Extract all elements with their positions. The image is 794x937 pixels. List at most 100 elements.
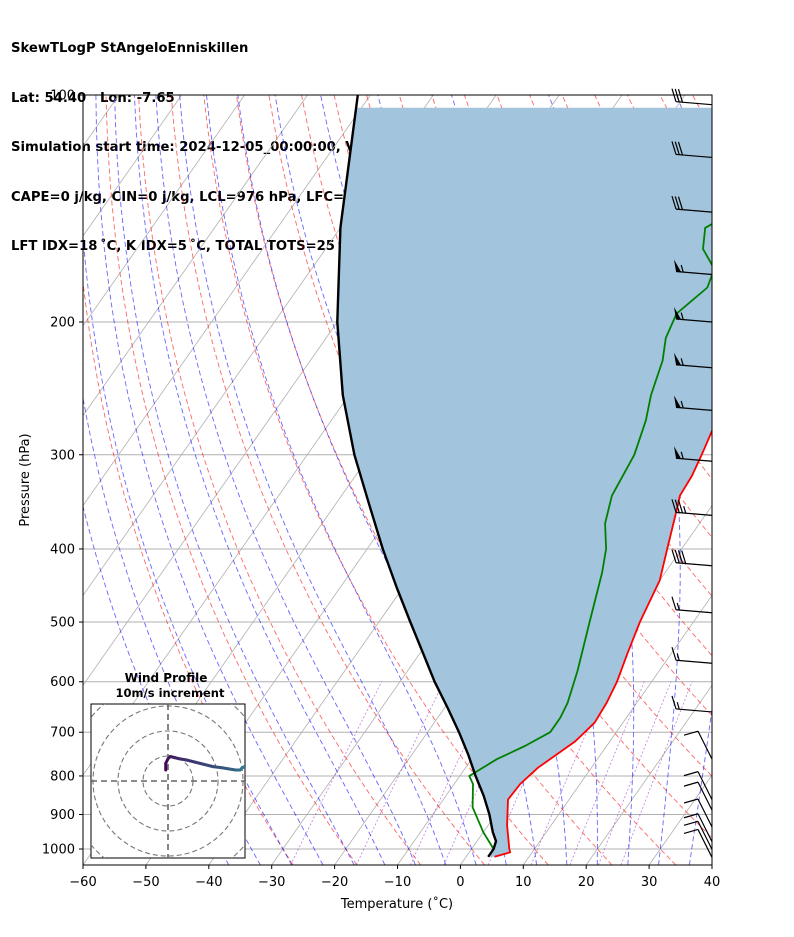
barb-pennant: [674, 395, 682, 408]
hodograph-segment: [240, 765, 245, 770]
shading-layer: [337, 107, 712, 857]
barb-feather: [671, 647, 677, 661]
chart-title: SkewTLogP StAngeloEnniskillen: [11, 41, 249, 56]
y-tick-label: 600: [50, 675, 75, 690]
x-tick-label: 0: [456, 875, 464, 890]
inset-subtitle: 10m/s increment: [116, 686, 225, 700]
barb-feather: [671, 499, 677, 513]
moist-adiabat: [83, 231, 293, 865]
moist-adiabat: [155, 95, 416, 865]
barb-half-feather: [676, 653, 680, 661]
mixing-ratio-line: [290, 681, 382, 865]
barb-staff: [675, 101, 713, 106]
wind-barb: [683, 820, 713, 850]
barb-feather: [674, 88, 680, 103]
wind-barbs: [671, 88, 713, 858]
barb-feather: [671, 195, 677, 210]
y-tick-label: 1000: [42, 843, 75, 858]
mixing-ratio-line: [355, 681, 445, 865]
wind-barb: [671, 195, 713, 213]
barb-feather: [677, 89, 684, 103]
barb-staff: [697, 813, 713, 843]
wind-barb: [674, 446, 713, 462]
wind-barb: [683, 771, 713, 800]
barb-feather: [671, 88, 677, 102]
x-tick-label: −60: [69, 875, 96, 890]
wind-barb: [683, 828, 713, 858]
hodograph-segment: [211, 765, 224, 770]
barb-half-feather: [680, 312, 684, 320]
barb-feather: [683, 730, 699, 736]
dry-adiabat: [790, 95, 794, 865]
barb-half-feather: [683, 506, 687, 514]
hodograph-segment: [184, 758, 197, 764]
y-tick-label: 800: [50, 769, 75, 784]
moist-adiabat: [179, 95, 447, 865]
barb-feather: [671, 596, 677, 610]
barb-half-feather: [676, 602, 680, 611]
moist-adiabat: [95, 95, 324, 865]
barb-feather: [683, 771, 699, 777]
barb-feather: [671, 549, 677, 563]
wind-barb: [683, 813, 713, 843]
barb-feather: [683, 798, 699, 804]
dry-adiabat: [725, 95, 794, 865]
axes-layer: −60 −50 −40 −30 −20 −10 0 10 20 30 40 1000 900 800 700…: [42, 89, 720, 891]
x-tick-label: 10: [515, 875, 532, 890]
dry-adiabat: [203, 95, 549, 865]
moist-adiabat: [114, 95, 355, 865]
wind-barb: [674, 395, 713, 412]
barb-feather: [674, 499, 680, 513]
wind-barb: [671, 499, 713, 516]
wind-barb: [671, 549, 713, 567]
barb-staff: [675, 406, 713, 412]
y-axis-label: Pressure (hPa): [18, 433, 33, 526]
barb-half-feather: [680, 451, 684, 460]
barb-staff: [697, 771, 713, 800]
isotherm: [83, 95, 371, 507]
wind-barb: [683, 730, 713, 760]
parcel-line: [336, 95, 498, 858]
hodograph-segment: [202, 762, 215, 769]
y-tick-label: 400: [50, 542, 75, 557]
x-tick-label: 40: [704, 875, 721, 890]
isotherm: [83, 95, 245, 327]
x-tick-label: 30: [641, 875, 658, 890]
dry-adiabat: [758, 95, 794, 865]
y-tick-label: 300: [50, 448, 75, 463]
y-tick-label: 900: [50, 808, 75, 823]
dry-adiabat: [83, 278, 294, 865]
barb-feather: [681, 550, 687, 564]
barb-staff: [675, 708, 713, 713]
hodograph-ring: [117, 730, 219, 832]
wind-barb: [671, 141, 713, 159]
wind-barb: [674, 306, 713, 323]
barb-staff: [675, 318, 713, 323]
barb-half-feather: [680, 400, 684, 409]
barb-feather: [677, 550, 684, 564]
hodograph-inset: [90, 703, 246, 859]
barb-feather: [677, 196, 684, 210]
barb-pennant: [674, 306, 682, 320]
barb-staff: [697, 798, 713, 828]
x-tick-label: −20: [321, 875, 348, 890]
moist-adiabat: [83, 395, 261, 865]
hodograph-segment: [193, 760, 206, 766]
barb-staff: [675, 659, 713, 664]
profile-layer: [336, 95, 712, 858]
barb-pennant: [674, 446, 682, 459]
x-tick-label: −10: [384, 875, 411, 890]
x-tick-label: −30: [258, 875, 285, 890]
barb-half-feather: [676, 702, 680, 710]
temperature-line: [494, 428, 712, 858]
mixing-ratio-line: [620, 681, 693, 865]
isotherm: [522, 594, 712, 865]
wind-barb: [671, 647, 713, 664]
wind-barb: [671, 88, 713, 106]
wind-barb: [671, 695, 713, 713]
inset-body: [91, 704, 245, 858]
barb-feather: [683, 820, 699, 826]
barb-feather: [677, 499, 684, 514]
barb-feather: [674, 549, 680, 564]
barb-half-feather: [680, 358, 684, 366]
